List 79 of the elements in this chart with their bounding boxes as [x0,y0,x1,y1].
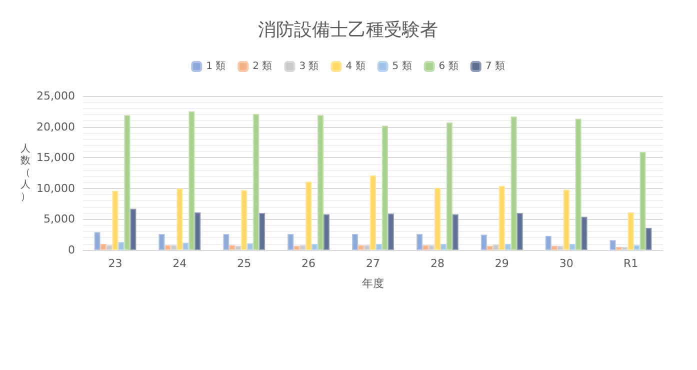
bar [130,208,136,250]
bar [416,234,422,250]
legend-label: 2 類 [252,60,272,72]
bar [510,116,517,250]
bar [253,114,260,250]
bar [188,111,195,250]
bar [176,188,183,250]
y-tick-label: 25,000 [36,90,75,102]
bar [516,213,523,250]
x-tick-label: 26 [302,257,316,270]
bar [158,234,165,250]
bar [241,190,248,250]
x-tick-label: 27 [366,257,380,270]
bar [486,246,493,250]
bar [94,232,100,250]
x-tick-label: R1 [623,257,638,270]
bar [124,115,130,250]
bar [575,118,582,250]
bar [581,216,588,250]
bar [229,245,236,250]
bar [382,126,388,250]
y-tick-label: 0 [68,244,75,256]
bar [100,244,106,250]
bar [358,245,364,250]
x-axis-title: 年度 [362,277,384,290]
bar [440,244,446,250]
bar [352,234,358,250]
bar [498,186,505,250]
legend-label: 1 類 [206,60,226,72]
bar [118,242,124,250]
legend-label: 3 類 [299,60,319,72]
x-tick-label: 28 [430,257,444,270]
y-tick-label: 15,000 [36,151,75,164]
bar [628,212,634,250]
bar [545,236,552,250]
y-axis-title: 人数（人） [20,144,31,202]
bar [569,244,576,250]
bar [324,214,330,250]
legend-label: 5 類 [392,60,412,72]
x-tick-label: 25 [237,257,252,270]
bar [610,240,616,250]
chart-title: 消防設備士乙種受験者 [258,20,438,40]
bar [294,246,300,250]
bar [112,190,118,250]
bar [646,228,652,250]
y-tick-label: 20,000 [36,120,75,134]
bar [551,246,558,250]
bar [182,242,189,250]
legend-label: 6 類 [438,60,458,72]
bar [247,243,254,250]
bar [376,244,382,250]
legend-label: 4 類 [346,60,366,72]
bar [194,212,201,250]
bar [312,244,318,250]
bar [318,115,324,250]
bar [259,213,266,250]
bar [640,152,646,250]
x-tick-label: 30 [559,257,574,270]
y-tick-label: 5,000 [44,212,75,226]
x-tick-label: 24 [172,257,187,270]
bar [504,244,511,250]
x-tick-label: 23 [108,257,122,270]
x-tick-label: 29 [494,257,509,270]
bar [422,245,428,250]
bar [388,214,394,250]
bar [452,214,458,250]
bar [223,234,230,250]
bar [164,245,171,250]
bar [434,188,440,250]
legend-label: 7 類 [485,60,505,72]
bar [306,182,312,250]
bar [288,234,294,250]
bar [616,246,622,250]
y-tick-label: 10,000 [36,182,75,195]
bar [446,122,452,250]
bar [480,234,487,250]
bar [563,190,570,250]
bar [634,245,640,250]
bar [370,175,376,250]
